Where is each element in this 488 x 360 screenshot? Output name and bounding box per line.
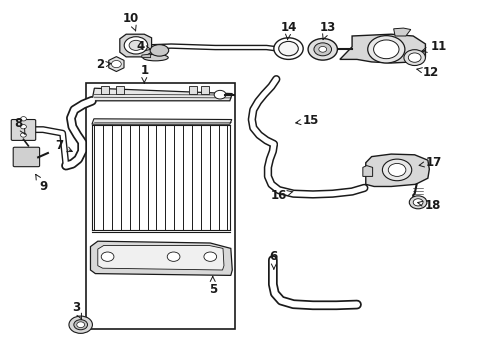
Text: 10: 10 bbox=[122, 12, 139, 31]
Ellipse shape bbox=[142, 54, 168, 61]
Text: 1: 1 bbox=[140, 64, 148, 83]
Circle shape bbox=[20, 125, 26, 129]
Circle shape bbox=[373, 40, 398, 59]
Circle shape bbox=[387, 163, 405, 176]
Circle shape bbox=[313, 43, 331, 56]
Polygon shape bbox=[189, 86, 197, 94]
Polygon shape bbox=[120, 34, 151, 57]
Polygon shape bbox=[92, 119, 231, 124]
Circle shape bbox=[407, 53, 420, 62]
Bar bbox=[85, 83, 234, 329]
Text: 6: 6 bbox=[269, 250, 277, 269]
Circle shape bbox=[408, 196, 426, 209]
Polygon shape bbox=[365, 154, 428, 186]
Text: 7: 7 bbox=[55, 139, 72, 152]
Text: 9: 9 bbox=[36, 174, 47, 193]
Text: 14: 14 bbox=[280, 21, 296, 40]
Text: 15: 15 bbox=[295, 114, 319, 127]
Circle shape bbox=[203, 252, 216, 261]
Circle shape bbox=[101, 252, 114, 261]
Circle shape bbox=[77, 322, 84, 328]
Circle shape bbox=[403, 50, 425, 66]
Circle shape bbox=[124, 37, 147, 54]
Circle shape bbox=[382, 159, 411, 181]
Polygon shape bbox=[393, 28, 410, 36]
Polygon shape bbox=[108, 57, 124, 72]
Circle shape bbox=[278, 41, 298, 56]
Polygon shape bbox=[201, 86, 209, 94]
Circle shape bbox=[318, 46, 326, 52]
Polygon shape bbox=[92, 88, 232, 101]
FancyBboxPatch shape bbox=[11, 120, 36, 140]
Text: 8: 8 bbox=[15, 117, 25, 135]
Circle shape bbox=[273, 38, 303, 59]
Polygon shape bbox=[90, 241, 232, 275]
Text: 18: 18 bbox=[417, 199, 440, 212]
Circle shape bbox=[167, 252, 180, 261]
Text: 16: 16 bbox=[271, 189, 292, 202]
Circle shape bbox=[307, 39, 337, 60]
Text: 17: 17 bbox=[418, 156, 441, 169]
Circle shape bbox=[20, 117, 26, 121]
Text: 12: 12 bbox=[416, 66, 438, 78]
Polygon shape bbox=[362, 166, 372, 176]
Text: 5: 5 bbox=[208, 276, 216, 296]
Circle shape bbox=[412, 199, 422, 206]
Circle shape bbox=[367, 36, 404, 63]
Polygon shape bbox=[339, 34, 425, 63]
Circle shape bbox=[111, 60, 121, 68]
Circle shape bbox=[129, 40, 142, 50]
FancyBboxPatch shape bbox=[13, 147, 40, 167]
Text: 3: 3 bbox=[72, 301, 81, 319]
Text: 2: 2 bbox=[96, 58, 111, 71]
Circle shape bbox=[20, 133, 26, 137]
Circle shape bbox=[74, 320, 87, 330]
Circle shape bbox=[69, 316, 92, 333]
Polygon shape bbox=[142, 54, 150, 58]
Ellipse shape bbox=[150, 45, 168, 56]
Text: 11: 11 bbox=[421, 40, 446, 53]
Circle shape bbox=[214, 90, 225, 99]
Polygon shape bbox=[101, 86, 109, 94]
Polygon shape bbox=[98, 246, 224, 270]
Polygon shape bbox=[116, 86, 123, 94]
Text: 13: 13 bbox=[319, 21, 335, 40]
Text: 4: 4 bbox=[136, 40, 150, 53]
